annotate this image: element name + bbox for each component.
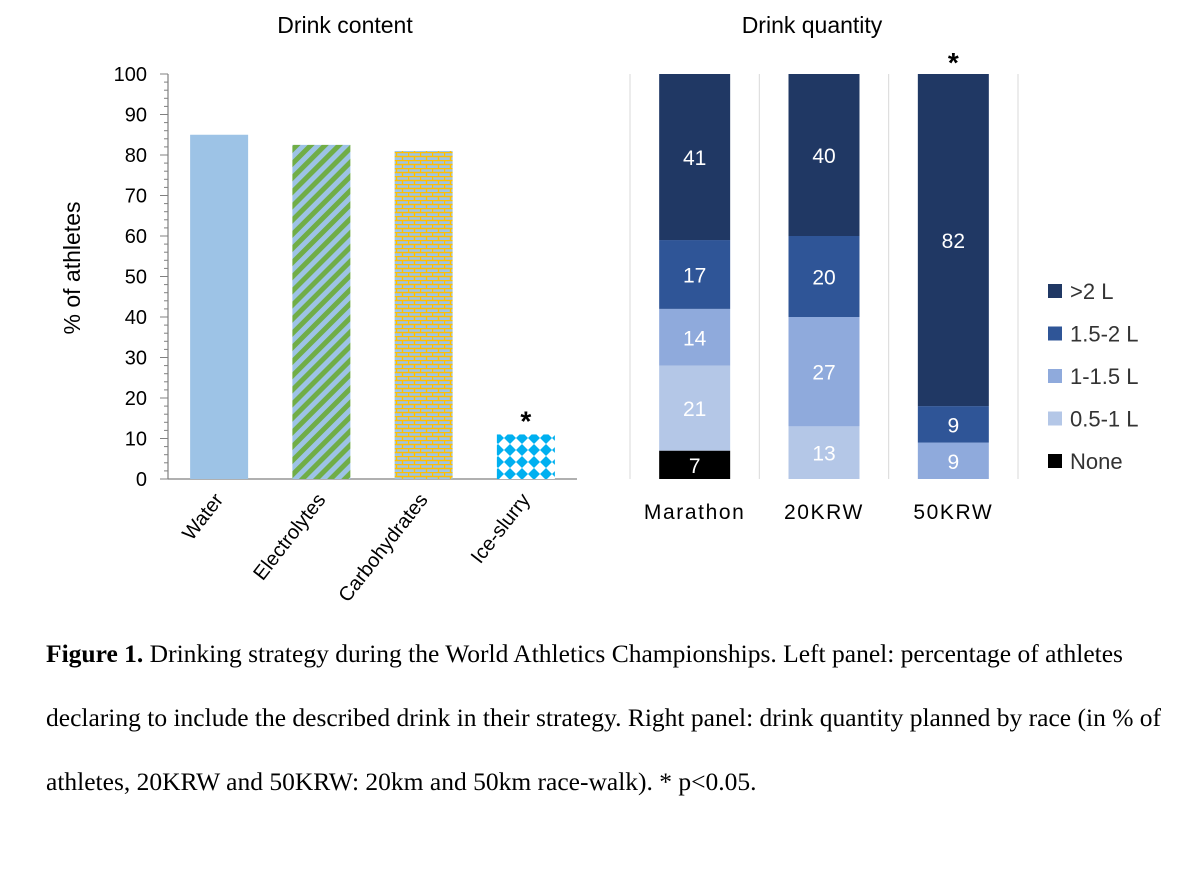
right-bar-segment: [659, 308, 731, 366]
left-y-tick-label: 0: [136, 469, 147, 491]
right-data-label: 27: [812, 362, 835, 385]
left-x-tick-label: Ice-slurry: [467, 490, 535, 568]
legend-swatch: [1048, 454, 1062, 468]
right-bar-segment: [917, 406, 989, 443]
right-x-tick-label: 20KRW: [784, 501, 864, 524]
left-x-tick-label: Carbohydrates: [334, 490, 432, 607]
caption-label: Figure 1.: [46, 639, 144, 668]
caption-text: Drinking strategy during the World Athle…: [46, 639, 1162, 796]
legend-label: None: [1070, 449, 1123, 474]
right-chart-title: Drink quantity: [742, 12, 883, 38]
left-y-tick-label: 30: [125, 348, 147, 370]
left-significance-mark: *: [520, 405, 531, 436]
left-y-axis-label: % of athletes: [59, 202, 85, 335]
legend-label: 1-1.5 L: [1070, 364, 1139, 389]
legend-label: 0.5-1 L: [1070, 407, 1139, 432]
legend-swatch: [1048, 284, 1062, 298]
drink-content-chart: Drink content % of athletes 0 10 20 30 40 50 6…: [59, 12, 577, 606]
legend-swatch: [1048, 369, 1062, 383]
right-data-label: 82: [942, 230, 965, 253]
left-bar: [394, 150, 453, 479]
figure-caption: Figure 1. Drinking strategy during the W…: [46, 622, 1176, 814]
left-y-tick-label: 10: [125, 429, 147, 451]
right-x-tick-label: 50KRW: [913, 501, 993, 524]
right-stacked-bars: 7 21 14 17 41 Marathon 13 27 20 40 20KRW 9 9 82 50KRW *: [644, 47, 993, 524]
right-data-label: 41: [683, 147, 706, 170]
right-data-label: 7: [689, 455, 701, 478]
right-data-label: 20: [812, 267, 835, 290]
left-y-tick-label: 100: [114, 64, 147, 86]
right-data-label: 13: [812, 443, 835, 466]
left-y-tick-label: 40: [125, 307, 147, 329]
right-bar-segment: [659, 365, 731, 451]
right-bar-segment: [788, 74, 860, 236]
legend-label: 1.5-2 L: [1070, 322, 1139, 347]
legend-swatch: [1048, 411, 1062, 426]
right-category-separators: [629, 74, 1019, 479]
right-data-label: 21: [683, 398, 706, 421]
right-legend: >2 L 1.5-2 L 1-1.5 L 0.5-1 L None: [1048, 279, 1139, 474]
legend-swatch: [1048, 326, 1062, 341]
left-y-tick-label: 50: [125, 267, 147, 289]
right-bar-segment: [788, 426, 860, 479]
right-data-label: 9: [947, 451, 959, 474]
legend-label: >2 L: [1070, 279, 1113, 304]
left-y-tick-label: 90: [125, 105, 147, 127]
left-x-tick-label: Water: [178, 489, 228, 544]
left-bars: Water Electrolytes Carbohydrates Ice-slurry…: [178, 134, 555, 607]
left-y-tick-label: 80: [125, 145, 147, 167]
left-bar: [190, 134, 249, 479]
right-bar-segment: [917, 74, 989, 407]
right-bar-segment: [788, 236, 860, 317]
left-bar: [292, 144, 351, 479]
right-data-label: 9: [947, 414, 959, 437]
drink-quantity-chart: Drink quantity 7 21 14 17 41 Marathon 13 27 20 40…: [629, 12, 1139, 524]
right-bar-segment: [788, 317, 860, 427]
left-y-tick-label: 60: [125, 226, 147, 248]
right-data-label: 40: [812, 145, 835, 168]
right-significance-mark: *: [948, 47, 959, 78]
right-data-label: 17: [683, 264, 706, 287]
figure: Drink content % of athletes 0 10 20 30 40 50 6…: [59, 12, 1139, 606]
left-chart-title: Drink content: [277, 12, 413, 38]
right-bar-segment: [917, 442, 989, 479]
right-bar-segment: [659, 450, 731, 479]
left-bar: [496, 434, 555, 479]
right-bar-segment: [659, 74, 731, 241]
right-bar-segment: [659, 240, 731, 309]
right-x-tick-label: Marathon: [644, 501, 746, 524]
left-y-tick-label: 70: [125, 186, 147, 208]
left-x-tick-label: Electrolytes: [249, 490, 330, 585]
left-y-tick-label: 20: [125, 388, 147, 410]
right-data-label: 14: [683, 327, 707, 350]
